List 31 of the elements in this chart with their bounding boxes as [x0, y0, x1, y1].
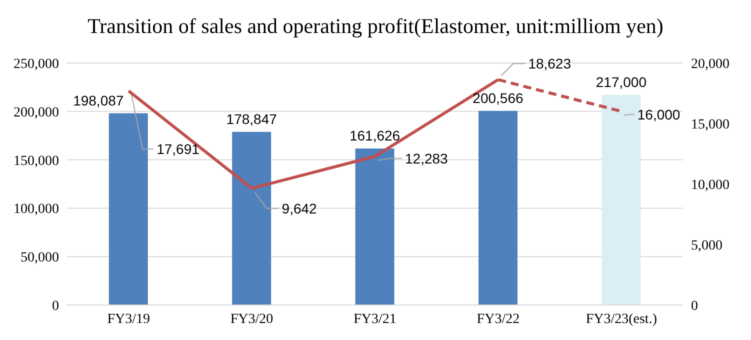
- y-tick-label: 150,000: [14, 154, 59, 169]
- data-label: 12,283: [405, 150, 448, 166]
- y-tick-label: 100,000: [14, 202, 59, 218]
- y2-tick-label: 0: [691, 298, 698, 314]
- data-label: 178,847: [226, 110, 278, 127]
- data-label: 161,626: [349, 128, 400, 144]
- x-tick-label: FY3/22: [476, 312, 520, 327]
- data-label: 198,087: [73, 92, 124, 108]
- data-label: 17,691: [156, 140, 200, 157]
- x-tick-label: FY3/21: [354, 312, 396, 327]
- data-label: 9,642: [282, 200, 318, 216]
- bar: [108, 113, 148, 305]
- y2-tick-label: 20,000: [691, 56, 730, 72]
- data-label: 18,623: [528, 56, 572, 72]
- y-tick-label: 200,000: [14, 105, 59, 120]
- y2-tick-label: 10,000: [691, 178, 730, 193]
- bar: [355, 148, 394, 305]
- y-tick-label: 250,000: [14, 56, 59, 72]
- data-label: 200,566: [472, 90, 524, 106]
- x-tick-label: FY3/19: [107, 312, 150, 327]
- y2-tick-label: 5,000: [691, 238, 722, 254]
- x-tick-label: FY3/20: [230, 312, 274, 327]
- y-tick-label: 0: [52, 298, 59, 314]
- y-tick-label: 50,000: [20, 250, 59, 266]
- data-label: 217,000: [596, 74, 647, 90]
- chart-title: Transition of sales and operating profit(Elastomer, unit:milliom yen): [86, 14, 664, 39]
- bar: [232, 132, 272, 305]
- bar: [478, 110, 518, 305]
- data-label: 16,000: [637, 106, 680, 122]
- x-tick-label: FY3/23(est.): [586, 312, 658, 327]
- y2-tick-label: 15,000: [691, 117, 730, 132]
